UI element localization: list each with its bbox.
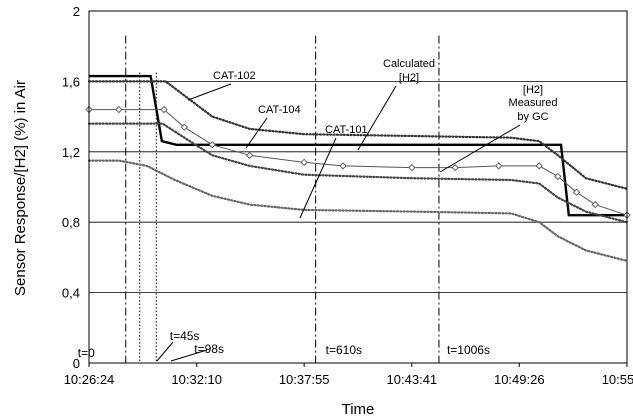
y-tick-label: 0,4 [62, 286, 80, 301]
data-point [180, 123, 188, 131]
arrow-t45 [156, 341, 174, 362]
y-tick-label: 0 [73, 356, 80, 371]
series-calculated-h2 [89, 74, 627, 217]
arrow-measured [439, 124, 521, 173]
plot-area [89, 11, 627, 363]
series-group [85, 74, 631, 262]
series-line [89, 109, 628, 216]
data-point [246, 151, 254, 159]
data-point [495, 162, 503, 170]
arrow-calculated [357, 85, 397, 151]
annotation-cat-102: CAT-102 [213, 70, 256, 82]
arrow-cat-102 [187, 83, 232, 101]
arrow-cat-101 [299, 137, 337, 219]
series-cat-102 [87, 80, 629, 190]
data-point [408, 164, 416, 172]
data-point [572, 188, 581, 196]
event-label-t-1006s: t=1006s [447, 343, 490, 357]
event-label-t-610s: t=610s [326, 343, 362, 357]
y-tick-label: 0,8 [62, 215, 80, 230]
annotation-by-gc: by GC [517, 111, 548, 123]
y-tick-label: 2 [73, 4, 80, 19]
x-tick-labels: 10:26:24 10:32:10 10:37:55 10:43:41 10:49:26… [64, 363, 633, 387]
series-line [89, 74, 627, 217]
x-tick-label: 10:49:26 [494, 372, 545, 387]
data-point [160, 105, 168, 114]
x-axis-title: Time [342, 401, 375, 418]
annotation-measured: Measured [509, 97, 558, 109]
y-tick-label: 1,2 [62, 145, 80, 160]
x-tick-label: 10:43:41 [387, 372, 438, 387]
arrow-t98 [170, 349, 208, 362]
annotation-calculated: Calculated [383, 58, 435, 70]
x-tick-label: 10:55:12 [602, 372, 633, 387]
annotations: CAT-102 CAT-104 CAT-101 Calculated [H2] … [156, 58, 558, 362]
annotation-cat-104: CAT-104 [258, 104, 301, 116]
event-lines [125, 35, 440, 363]
annotation-cat-101: CAT-101 [325, 124, 368, 136]
x-tick-label: 10:37:55 [279, 372, 330, 387]
y-tick-labels: 0 0,4 0,8 1,2 1,6 2 [62, 4, 80, 371]
x-tick-label: 10:32:10 [171, 372, 222, 387]
event-label-t-45s: t=45s [170, 329, 200, 343]
annotation-calculated-h2: [H2] [399, 72, 419, 84]
data-point [451, 164, 459, 172]
data-point [339, 162, 347, 170]
data-point [208, 141, 216, 149]
data-point [535, 162, 543, 170]
arrow-cat-104 [245, 117, 268, 149]
data-point [300, 158, 308, 166]
data-point [591, 200, 599, 209]
data-point [554, 172, 562, 181]
plot-border [88, 10, 628, 364]
event-label-t-98s: t=98s [194, 342, 224, 356]
x-tick-label: 10:26:24 [64, 372, 115, 387]
annotation-gc-h2: [H2] [523, 84, 543, 96]
event-label-t-0: t=0 [78, 346, 95, 360]
series-h2-measured-by-gc [85, 105, 631, 219]
data-point [115, 105, 123, 114]
series-cat-104 [87, 122, 629, 224]
y-axis-title: Sensor Response/[H2] (%) in Air [12, 80, 29, 296]
y-tick-label: 1,6 [62, 74, 80, 89]
series-line [87, 80, 629, 190]
series-line [87, 122, 629, 224]
